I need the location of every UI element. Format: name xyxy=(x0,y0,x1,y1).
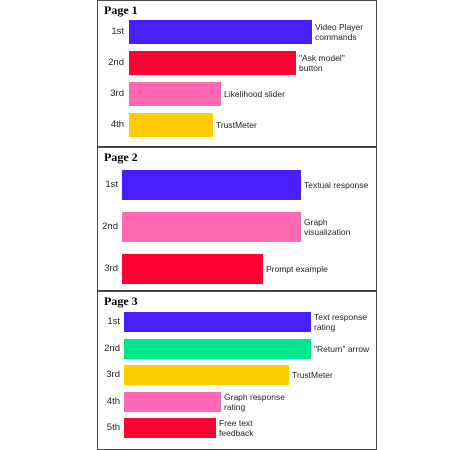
bar xyxy=(129,82,221,106)
rank-label: 2nd xyxy=(102,221,118,232)
bar xyxy=(124,338,311,359)
bar xyxy=(122,254,263,284)
bar xyxy=(122,212,301,242)
bar-label: Text response rating xyxy=(314,312,367,332)
bar-label: Video Player commands xyxy=(315,22,364,42)
rank-label: 3rd xyxy=(104,263,118,274)
bar xyxy=(129,113,213,137)
panel-page-3: Page 3 1st Text response rating 2nd "Return… xyxy=(97,291,377,450)
rank-label: 2nd xyxy=(108,57,124,68)
bar-label: TrustMeter xyxy=(292,370,333,380)
panel-title: Page 1 xyxy=(104,3,138,17)
bar-label: TrustMeter xyxy=(216,120,257,130)
bar xyxy=(124,418,216,438)
bar xyxy=(122,170,301,200)
bar xyxy=(124,365,289,385)
rank-label: 5th xyxy=(106,422,120,433)
bar-label: Free text feedback xyxy=(219,418,254,438)
bar-label: Textual response xyxy=(304,180,369,190)
bar-label: "Return" arrow xyxy=(314,343,370,354)
rank-label: 1st xyxy=(111,26,124,37)
rank-label: 3rd xyxy=(106,369,120,380)
bar-label: Graph visualization xyxy=(304,217,351,237)
panel-page-1: Page 1 1st Video Player commands 2nd "Ask m… xyxy=(97,0,377,147)
bar-label: Likelihood slider xyxy=(224,89,285,99)
rank-label: 3rd xyxy=(110,88,124,99)
rank-label: 2nd xyxy=(104,342,120,354)
rank-label: 1st xyxy=(105,179,118,190)
panel-title: Page 3 xyxy=(104,294,138,308)
bar xyxy=(129,51,296,75)
bar-label: Prompt example xyxy=(266,264,328,274)
bar xyxy=(124,391,221,412)
panel-page-2: Page 2 1st Textual response 2nd Graph visua… xyxy=(97,147,377,291)
rank-label: 4th xyxy=(106,395,120,407)
panel-title: Page 2 xyxy=(104,150,138,164)
bar xyxy=(129,20,312,44)
bar xyxy=(124,312,311,332)
rank-label: 1st xyxy=(107,316,120,327)
bar-label: Graph response rating xyxy=(224,391,285,412)
rank-label: 4th xyxy=(110,119,124,130)
bar-label: "Ask model" button xyxy=(299,53,345,73)
